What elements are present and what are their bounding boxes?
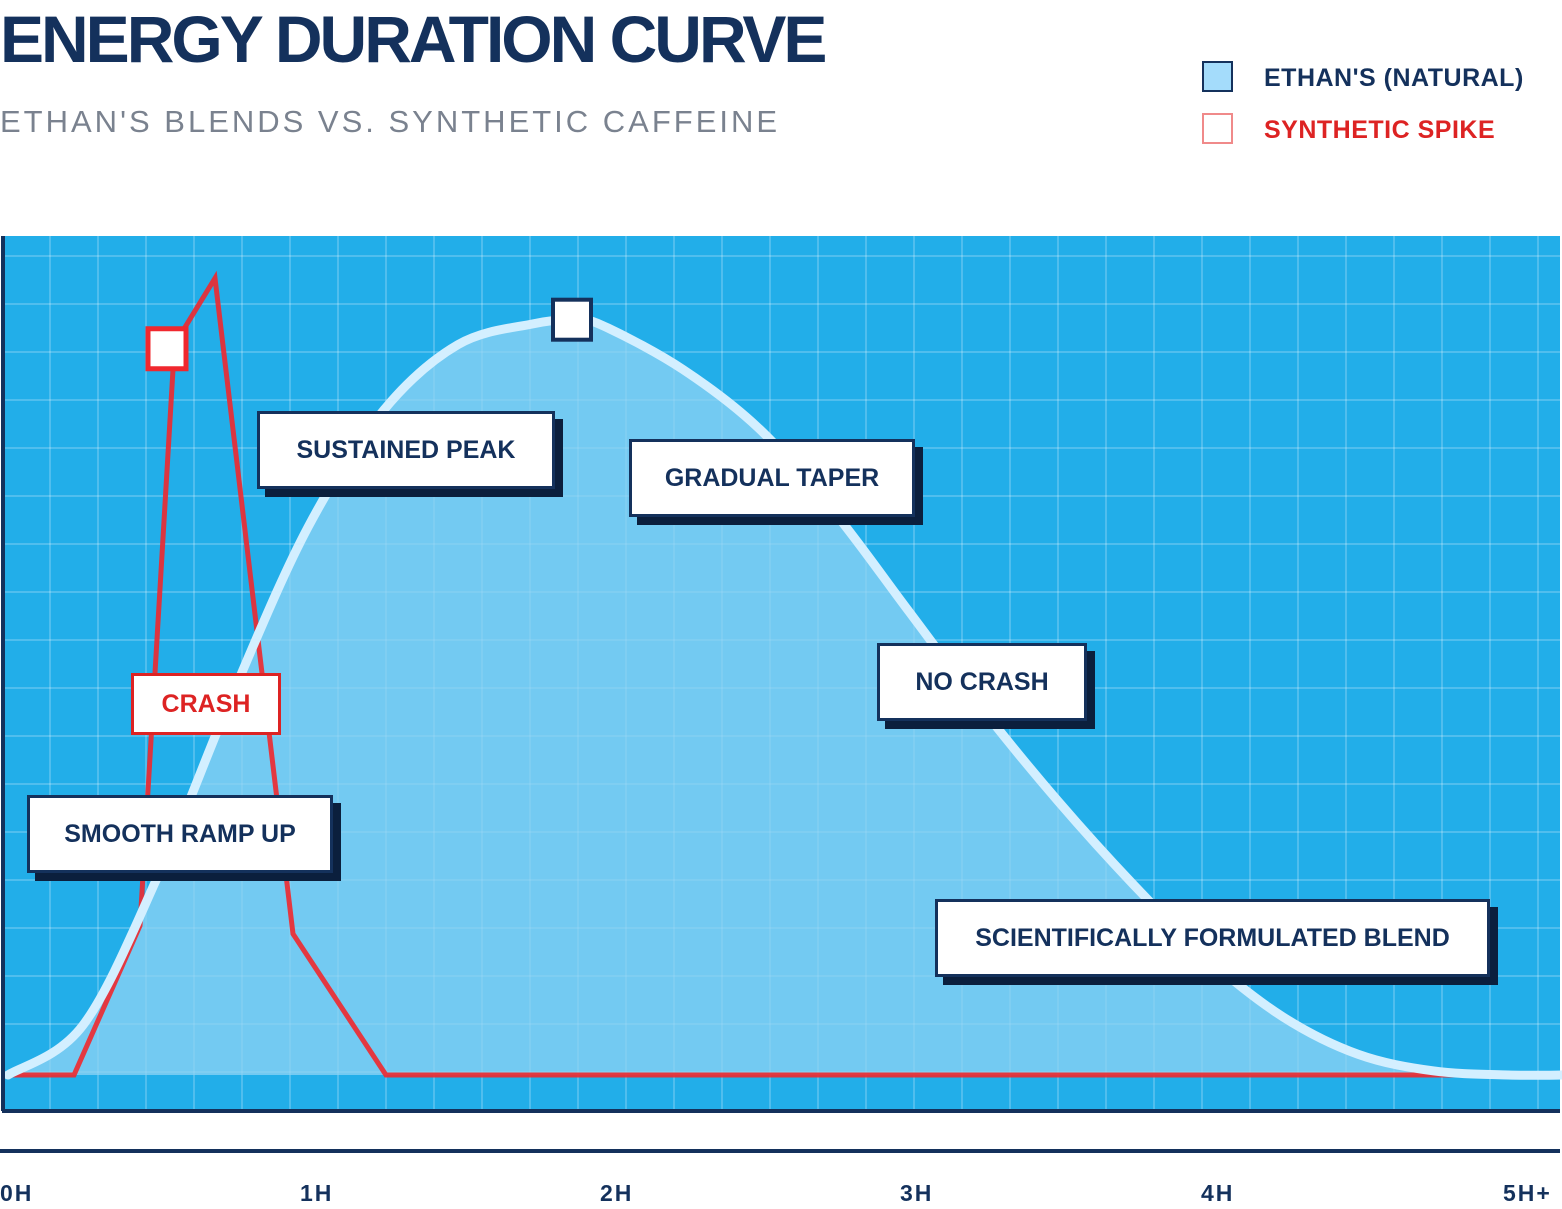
x-tick-label: 0H (0, 1180, 34, 1206)
callout-scientifically-formulated-blend: SCIENTIFICALLY FORMULATED BLEND (935, 899, 1490, 977)
x-tick-label: 2H (600, 1180, 634, 1206)
x-tick-label: 3H (900, 1180, 934, 1206)
callout-crash: CRASH (131, 673, 281, 735)
x-tick-label: 1H (300, 1180, 334, 1206)
legend-swatch-synthetic (1202, 113, 1233, 144)
callout-no-crash: NO CRASH (877, 643, 1087, 721)
chart-subtitle: ETHAN'S BLENDS VS. SYNTHETIC CAFFEINE (0, 104, 781, 139)
natural-peak-marker (551, 297, 593, 342)
legend-label-natural: ETHAN'S (NATURAL) (1264, 64, 1524, 92)
callout-sustained-peak: SUSTAINED PEAK (257, 411, 555, 489)
x-tick-label: 5H+ (1503, 1180, 1552, 1206)
x-tick-label: 4H (1201, 1180, 1235, 1206)
legend-swatch-natural (1202, 61, 1233, 92)
callout-smooth-ramp-up: SMOOTH RAMP UP (27, 795, 333, 873)
callout-gradual-taper: GRADUAL TAPER (629, 439, 915, 517)
chart-title: ENERGY DURATION CURVE (0, 2, 827, 76)
natural-area (8, 319, 1562, 1076)
synthetic-peak-marker (145, 326, 189, 372)
legend-label-synthetic: SYNTHETIC SPIKE (1264, 116, 1496, 144)
